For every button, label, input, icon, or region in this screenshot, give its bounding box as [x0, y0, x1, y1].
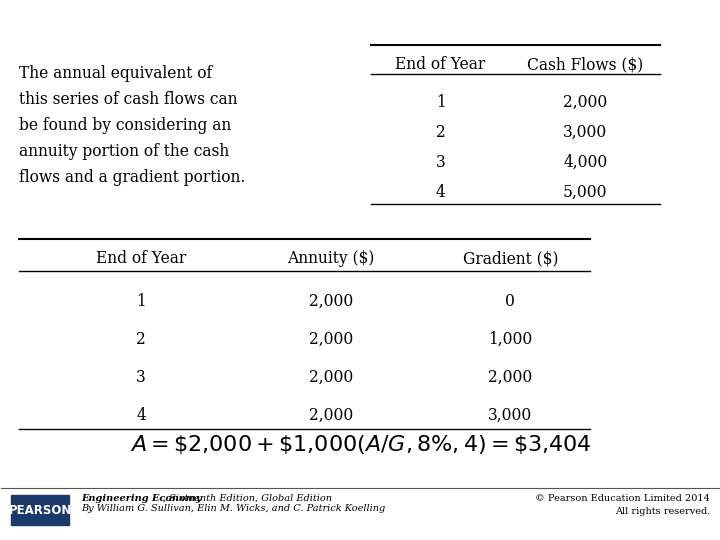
- Text: © Pearson Education Limited 2014
All rights reserved.: © Pearson Education Limited 2014 All rig…: [535, 494, 710, 516]
- Text: 4,000: 4,000: [563, 154, 608, 171]
- Text: 1: 1: [436, 94, 446, 111]
- Text: PEARSON: PEARSON: [9, 503, 72, 516]
- Text: 2,000: 2,000: [563, 94, 608, 111]
- Text: 2,000: 2,000: [309, 407, 353, 424]
- Text: Gradient ($): Gradient ($): [463, 250, 558, 267]
- Text: Engineering Economy: Engineering Economy: [81, 494, 202, 503]
- Text: 3,000: 3,000: [563, 124, 608, 141]
- Text: End of Year: End of Year: [395, 56, 486, 73]
- Text: 2,000: 2,000: [309, 369, 353, 386]
- Text: Annuity ($): Annuity ($): [287, 250, 374, 267]
- Text: 2,000: 2,000: [488, 369, 533, 386]
- Text: 3: 3: [436, 154, 446, 171]
- Text: 0: 0: [505, 293, 516, 310]
- Text: The annual equivalent of
this series of cash flows can
be found by considering a: The annual equivalent of this series of …: [19, 65, 246, 186]
- Text: 2: 2: [436, 124, 446, 141]
- Text: 4: 4: [436, 184, 446, 201]
- Text: 3: 3: [136, 369, 146, 386]
- Text: , Sixteenth Edition, Global Edition: , Sixteenth Edition, Global Edition: [163, 494, 332, 503]
- Text: End of Year: End of Year: [96, 250, 186, 267]
- Text: By William G. Sullivan, Elin M. Wicks, and C. Patrick Koelling: By William G. Sullivan, Elin M. Wicks, a…: [81, 504, 385, 513]
- Text: Cash Flows ($): Cash Flows ($): [527, 56, 644, 73]
- Text: 2,000: 2,000: [309, 293, 353, 310]
- Text: 4: 4: [136, 407, 146, 424]
- Text: 1,000: 1,000: [488, 331, 533, 348]
- Text: 2: 2: [136, 331, 146, 348]
- Text: 5,000: 5,000: [563, 184, 608, 201]
- Text: 2,000: 2,000: [309, 331, 353, 348]
- FancyBboxPatch shape: [12, 495, 69, 525]
- Text: 3,000: 3,000: [488, 407, 533, 424]
- Text: $A = \$2{,}000 + \$1{,}000(A/G, 8\%, 4) = \$3{,}404$: $A = \$2{,}000 + \$1{,}000(A/G, 8\%, 4) …: [130, 434, 592, 456]
- Text: 1: 1: [136, 293, 146, 310]
